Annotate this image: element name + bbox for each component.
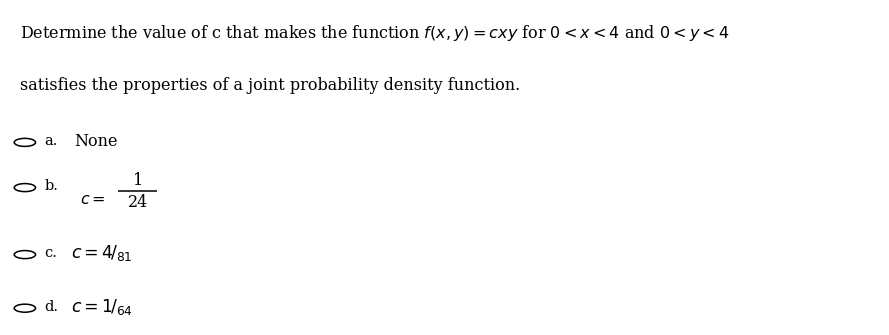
Text: c.: c. [44, 246, 57, 260]
Text: 24: 24 [128, 194, 148, 211]
Text: $c = \mathsf{1\!/_{64}}$: $c = \mathsf{1\!/_{64}}$ [71, 297, 133, 317]
Text: satisfies the properties of a joint probability density function.: satisfies the properties of a joint prob… [20, 77, 520, 94]
Text: 1: 1 [132, 173, 143, 189]
Text: d.: d. [44, 300, 59, 314]
Text: Determine the value of c that makes the function $f(x, y) = cxy$ for $0 < x < 4$: Determine the value of c that makes the … [20, 23, 729, 44]
Text: $c = \mathsf{4\!/_{81}}$: $c = \mathsf{4\!/_{81}}$ [71, 243, 132, 263]
Text: b.: b. [44, 179, 59, 193]
Text: None: None [74, 133, 117, 149]
Text: $c = $: $c = $ [80, 191, 106, 208]
Text: a.: a. [44, 134, 58, 148]
